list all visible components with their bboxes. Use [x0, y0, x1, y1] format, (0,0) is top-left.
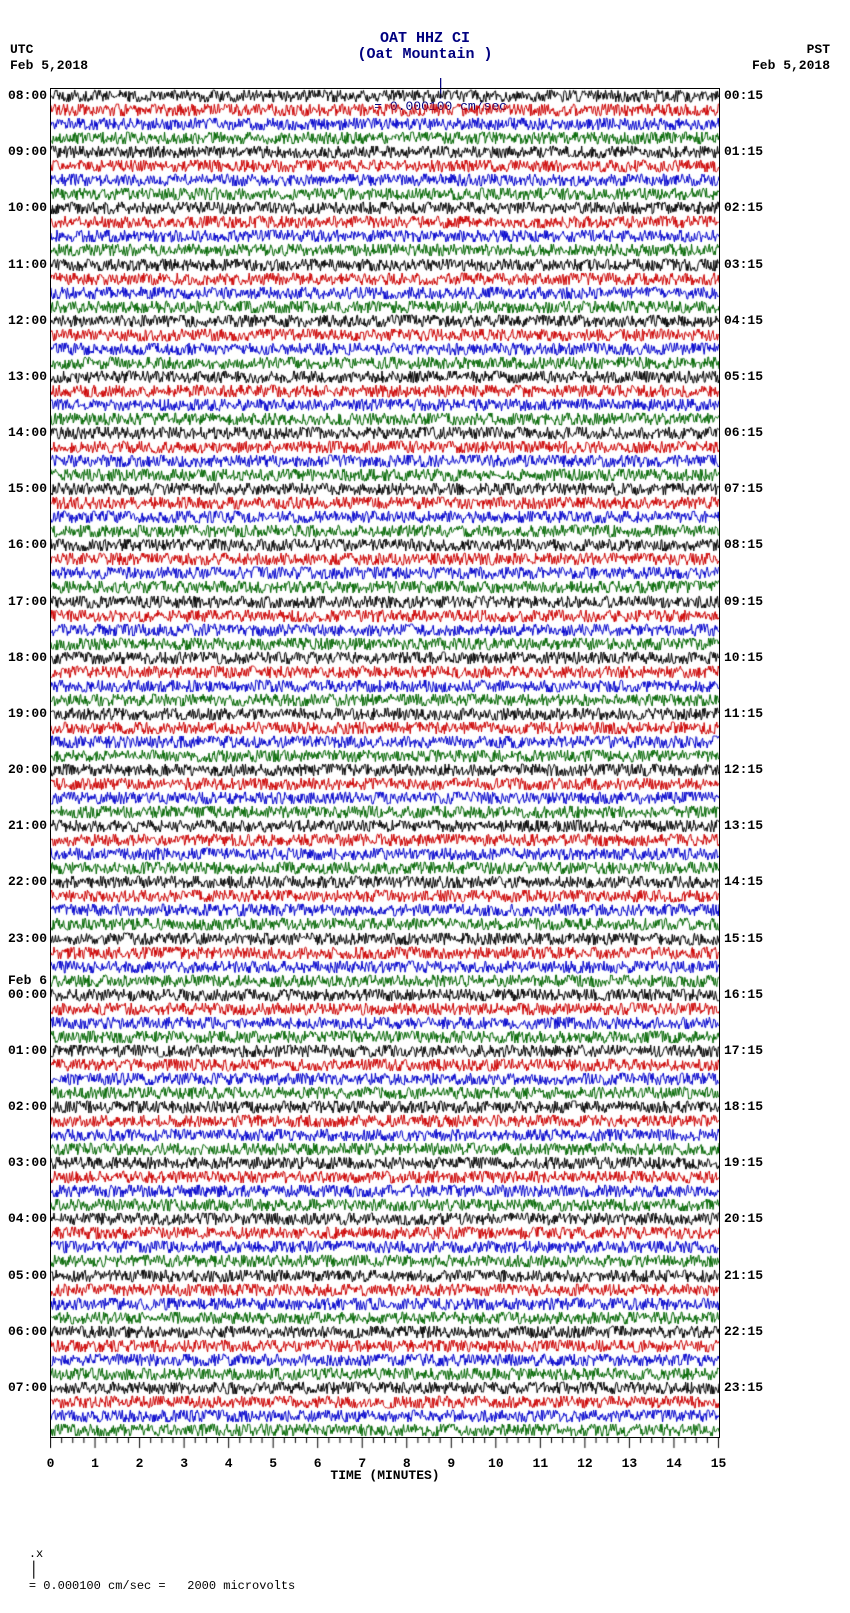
utc-time-label: 10:00 [8, 200, 47, 215]
pst-time-label: 20:15 [724, 1211, 763, 1226]
pst-time-label: 18:15 [724, 1099, 763, 1114]
utc-date-label: Feb 6 [8, 973, 47, 988]
utc-time-label: 00:00 [8, 987, 47, 1002]
utc-time-label: 16:00 [8, 537, 47, 552]
utc-time-label: 02:00 [8, 1099, 47, 1114]
footer-scale: .x │ = 0.000100 cm/sec = 2000 microvolts [0, 1533, 295, 1607]
left-tz-label: UTC [10, 42, 33, 57]
right-date-label: Feb 5,2018 [752, 58, 830, 73]
pst-time-label: 13:15 [724, 818, 763, 833]
pst-time-label: 14:15 [724, 874, 763, 889]
pst-time-label: 09:15 [724, 594, 763, 609]
utc-time-label: 06:00 [8, 1324, 47, 1339]
utc-time-label: 20:00 [8, 762, 47, 777]
utc-time-label: 01:00 [8, 1043, 47, 1058]
pst-time-label: 01:15 [724, 144, 763, 159]
pst-time-label: 00:15 [724, 88, 763, 103]
pst-time-label: 03:15 [724, 257, 763, 272]
utc-time-label: 11:00 [8, 257, 47, 272]
utc-time-label: 08:00 [8, 88, 47, 103]
utc-time-label: 23:00 [8, 931, 47, 946]
utc-time-label: 13:00 [8, 369, 47, 384]
pst-time-label: 21:15 [724, 1268, 763, 1283]
left-date-label: Feb 5,2018 [10, 58, 88, 73]
trace-row [51, 1421, 719, 1439]
footer-text: = 0.000100 cm/sec = 2000 microvolts [29, 1579, 295, 1593]
utc-time-label: 14:00 [8, 425, 47, 440]
utc-time-label: 07:00 [8, 1380, 47, 1395]
pst-time-label: 22:15 [724, 1324, 763, 1339]
utc-time-label: 18:00 [8, 650, 47, 665]
pst-time-label: 16:15 [724, 987, 763, 1002]
pst-time-label: 10:15 [724, 650, 763, 665]
pst-time-label: 15:15 [724, 931, 763, 946]
utc-time-label: 05:00 [8, 1268, 47, 1283]
pst-time-label: 06:15 [724, 425, 763, 440]
pst-time-label: 23:15 [724, 1380, 763, 1395]
pst-time-label: 05:15 [724, 369, 763, 384]
utc-time-label: 15:00 [8, 481, 47, 496]
utc-time-label: 21:00 [8, 818, 47, 833]
utc-time-label: 17:00 [8, 594, 47, 609]
utc-time-label: 22:00 [8, 874, 47, 889]
pst-time-label: 19:15 [724, 1155, 763, 1170]
helicorder-plot [50, 88, 720, 1438]
utc-time-label: 03:00 [8, 1155, 47, 1170]
utc-time-label: 09:00 [8, 144, 47, 159]
x-axis-label: TIME (MINUTES) [0, 1468, 770, 1483]
helicorder-figure: OAT HHZ CI (Oat Mountain ) │ = 0.000100 … [0, 0, 850, 1613]
pst-time-label: 08:15 [724, 537, 763, 552]
utc-time-label: 19:00 [8, 706, 47, 721]
right-tz-label: PST [807, 42, 830, 57]
station-title: OAT HHZ CI [0, 30, 850, 47]
pst-time-label: 17:15 [724, 1043, 763, 1058]
x-axis-ticks [50, 1438, 720, 1456]
pst-time-label: 07:15 [724, 481, 763, 496]
location-title: (Oat Mountain ) [0, 46, 850, 63]
pst-time-label: 04:15 [724, 313, 763, 328]
utc-time-label: 04:00 [8, 1211, 47, 1226]
pst-time-label: 02:15 [724, 200, 763, 215]
utc-time-label: 12:00 [8, 313, 47, 328]
pst-time-label: 11:15 [724, 706, 763, 721]
pst-time-label: 12:15 [724, 762, 763, 777]
